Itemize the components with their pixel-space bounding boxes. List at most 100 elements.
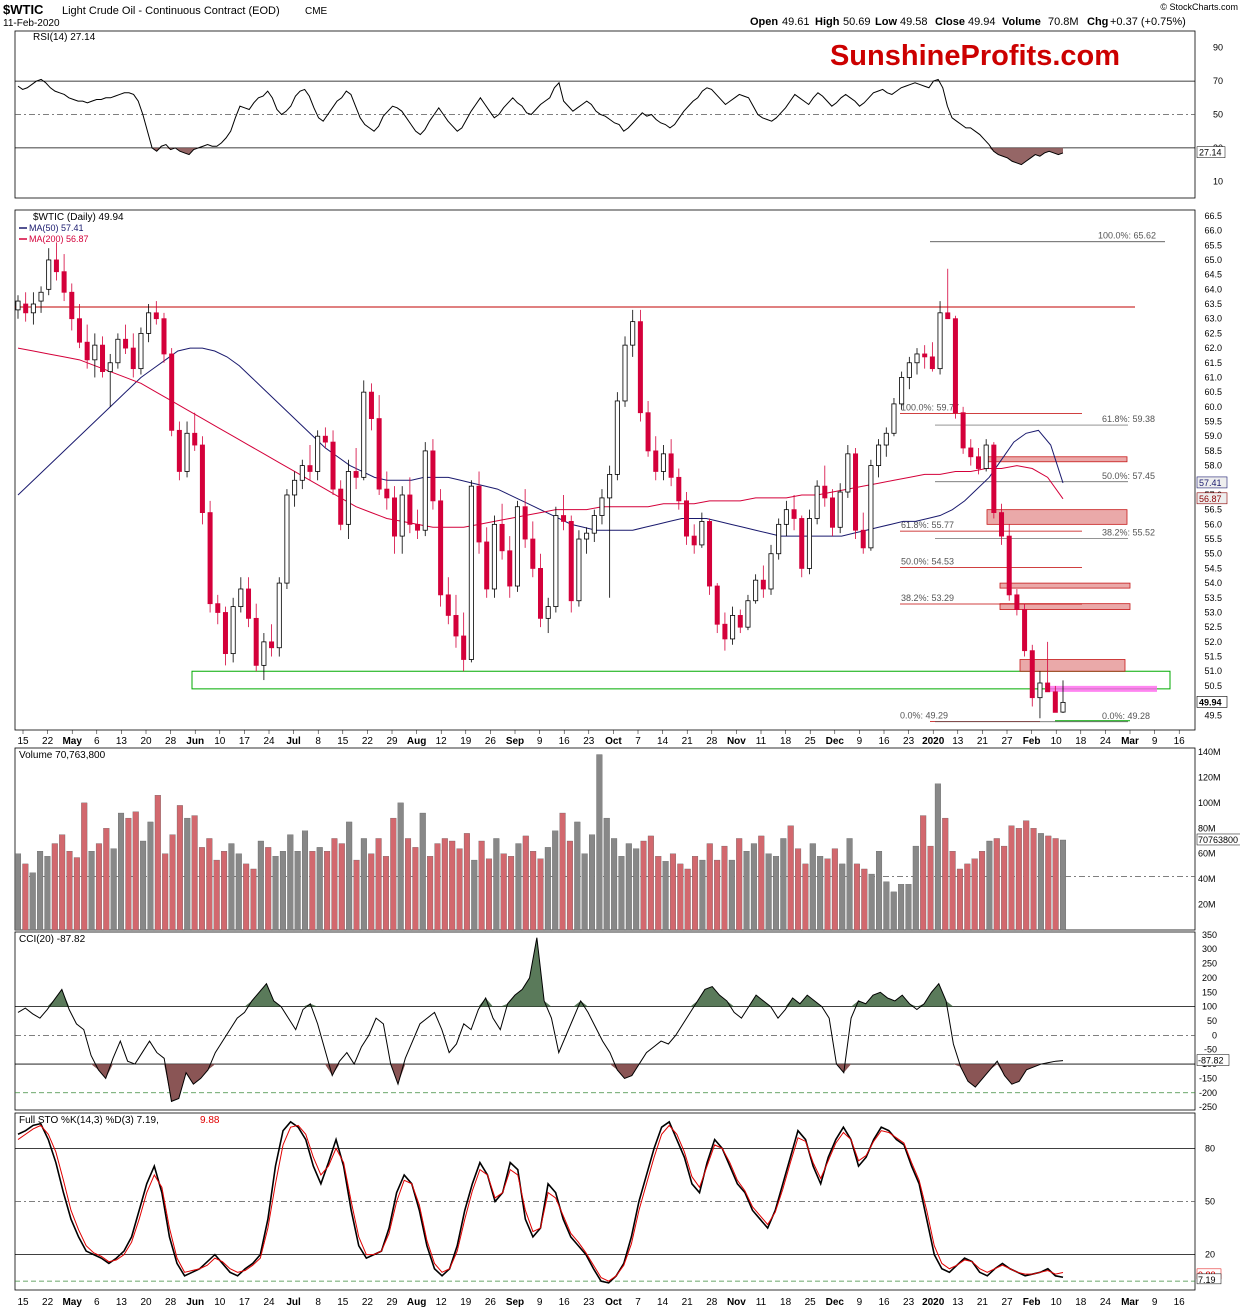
cci-tick-label: -150 — [1199, 1073, 1217, 1083]
price-candle — [1022, 603, 1028, 657]
candle-body — [576, 538, 582, 602]
x-axis-label: 14 — [657, 736, 669, 747]
price-candle — [783, 500, 789, 537]
x-axis-label: 26 — [485, 736, 497, 747]
volume-label: Volume — [1002, 16, 1041, 28]
candle-body — [15, 300, 21, 311]
price-tick-label: 59.5 — [1204, 417, 1222, 427]
x-axis-label: 18 — [1075, 736, 1087, 747]
price-candle — [1045, 641, 1051, 693]
candle-body — [1052, 691, 1058, 713]
price-value-label: 57.41 — [1199, 478, 1222, 488]
gap-zone — [1019, 659, 1126, 672]
price-candle — [922, 345, 928, 369]
x-axis-label-bottom: 18 — [780, 1297, 792, 1308]
volume-bar — [294, 851, 301, 931]
x-axis-label-bottom: 17 — [239, 1297, 251, 1308]
close-label: Close — [935, 16, 965, 28]
price-tick-label: 54.5 — [1204, 563, 1222, 573]
price-candle — [599, 489, 605, 525]
price-candle — [975, 447, 981, 475]
x-axis-label: 22 — [42, 736, 54, 747]
price-candle — [829, 489, 835, 537]
price-candle — [107, 353, 113, 407]
volume-bar — [795, 848, 802, 931]
x-axis-label-bottom: 2020 — [922, 1297, 945, 1308]
sto-tick-label: 80 — [1205, 1143, 1215, 1153]
volume-bar — [316, 847, 323, 931]
candle-body — [345, 471, 351, 525]
x-axis-label-bottom: Nov — [727, 1297, 746, 1308]
x-axis-label-bottom: 21 — [977, 1297, 989, 1308]
x-axis-label: 2020 — [922, 736, 945, 747]
sto-title-d: 9.88 — [200, 1115, 220, 1126]
volume-bar — [530, 851, 537, 931]
volume-tick-label: 120M — [1198, 772, 1221, 782]
rsi-value-box — [1196, 146, 1226, 158]
candle-body — [100, 344, 106, 372]
candle-body — [176, 429, 182, 472]
price-candle — [1006, 524, 1012, 601]
price-candle — [507, 536, 513, 598]
price-candle — [422, 442, 428, 537]
price-candle — [368, 383, 374, 431]
x-axis-label-bottom: 13 — [116, 1297, 128, 1308]
price-candle — [737, 609, 743, 634]
volume-bar — [1059, 839, 1067, 931]
candle-body — [922, 353, 928, 358]
gap-zone — [999, 582, 1131, 589]
price-candle — [591, 509, 597, 542]
price-candle — [1029, 644, 1035, 707]
x-axis-label: 18 — [780, 736, 792, 747]
candle-body — [768, 553, 774, 590]
candle-body — [868, 465, 874, 549]
price-candle — [514, 500, 520, 592]
price-candle — [568, 515, 574, 613]
volume-bar — [1030, 828, 1037, 931]
price-tick-label: 66.5 — [1204, 211, 1222, 221]
candle-body — [69, 291, 75, 320]
volume-bar — [434, 843, 441, 931]
price-candle — [899, 371, 905, 410]
volume-bar — [853, 863, 860, 931]
price-candle — [1014, 588, 1020, 616]
price-candle — [100, 336, 106, 378]
candle-body — [1029, 650, 1035, 699]
price-tick-label: 61.0 — [1204, 372, 1222, 382]
price-tick-label: 63.5 — [1204, 299, 1222, 309]
price-candle — [645, 400, 651, 457]
fib-label: 50.0%: 54.53 — [901, 557, 954, 567]
price-tick-label: 58.0 — [1204, 461, 1222, 471]
volume-bar — [1023, 820, 1030, 931]
x-axis-label-bottom: 16 — [878, 1297, 890, 1308]
price-candle — [553, 506, 559, 613]
candle-body — [591, 515, 597, 534]
price-candle — [806, 509, 812, 575]
volume-bar — [662, 861, 669, 931]
volume-bar — [949, 851, 956, 931]
x-axis-label: 13 — [116, 736, 128, 747]
candle-body — [222, 612, 228, 655]
x-axis-label-bottom: 18 — [1075, 1297, 1087, 1308]
candle-body — [899, 377, 905, 405]
volume-bar — [544, 847, 551, 931]
price-candle — [161, 312, 167, 363]
candle-body — [338, 488, 344, 525]
price-candle — [269, 624, 275, 657]
candle-body — [453, 615, 459, 637]
price-value-label: 49.94 — [1199, 697, 1222, 707]
volume-bar — [743, 851, 750, 931]
candle-body — [330, 441, 336, 490]
candle-body — [614, 400, 620, 475]
volume-bar — [898, 884, 905, 931]
price-candle — [76, 304, 82, 349]
price-tick-label: 51.0 — [1204, 666, 1222, 676]
x-axis-label: 8 — [315, 736, 321, 747]
volume-bar — [29, 872, 36, 931]
price-candle — [776, 518, 782, 560]
x-axis-label: 15 — [337, 736, 349, 747]
volume-bar — [176, 805, 183, 931]
price-candle — [115, 333, 121, 369]
price-candle — [445, 577, 451, 625]
volume-bar — [934, 783, 941, 931]
